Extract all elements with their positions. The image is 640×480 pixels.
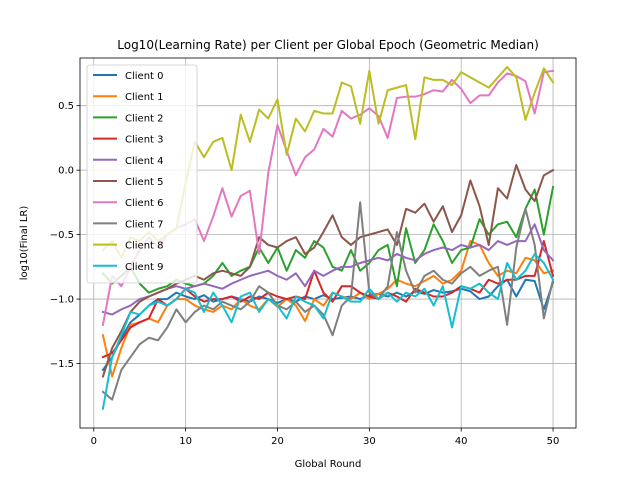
legend-label: Client 3: [125, 135, 164, 146]
y-tick-label: −0.5: [50, 230, 74, 241]
x-tick-label: 50: [547, 436, 560, 447]
legend-label: Client 0: [125, 71, 164, 82]
series-line-client-9: [101, 252, 555, 410]
tick-layer: 0 10 20 30 40 50 −1.5 −1.0 −0.5 0.0 0.5: [50, 101, 560, 447]
y-tick-label: 0.0: [58, 166, 74, 177]
series-line-client-1: [101, 240, 555, 378]
legend-label: Client 1: [125, 92, 164, 103]
legend-label: Client 2: [125, 113, 164, 124]
y-axis-label: log10(Final LR): [19, 206, 30, 281]
legend-label: Client 8: [125, 241, 164, 252]
series-line-client-7: [101, 201, 555, 401]
x-tick-label: 30: [363, 436, 376, 447]
legend-label: Client 9: [125, 262, 164, 273]
legend-label: Client 6: [125, 198, 164, 209]
series-line-client-4: [101, 223, 555, 316]
x-axis-label: Global Round: [295, 459, 362, 470]
legend-box: [86, 64, 198, 284]
legend-label: Client 7: [125, 219, 164, 230]
chart-title: Log10(Learning Rate) per Client per Glob…: [117, 38, 539, 52]
legend-label: Client 4: [125, 156, 164, 167]
y-tick-label: 0.5: [58, 101, 74, 112]
y-tick-label: −1.5: [50, 359, 74, 370]
x-tick-label: 0: [91, 436, 97, 447]
plot-frame: [79, 57, 577, 429]
y-tick-label: −1.0: [50, 295, 74, 306]
legend: Client 0 Client 1 Client 2 Client 3 Client 4…: [86, 64, 198, 284]
legend-label: Client 5: [125, 177, 164, 188]
x-tick-label: 40: [455, 436, 468, 447]
x-tick-label: 10: [179, 436, 192, 447]
x-tick-label: 20: [271, 436, 284, 447]
